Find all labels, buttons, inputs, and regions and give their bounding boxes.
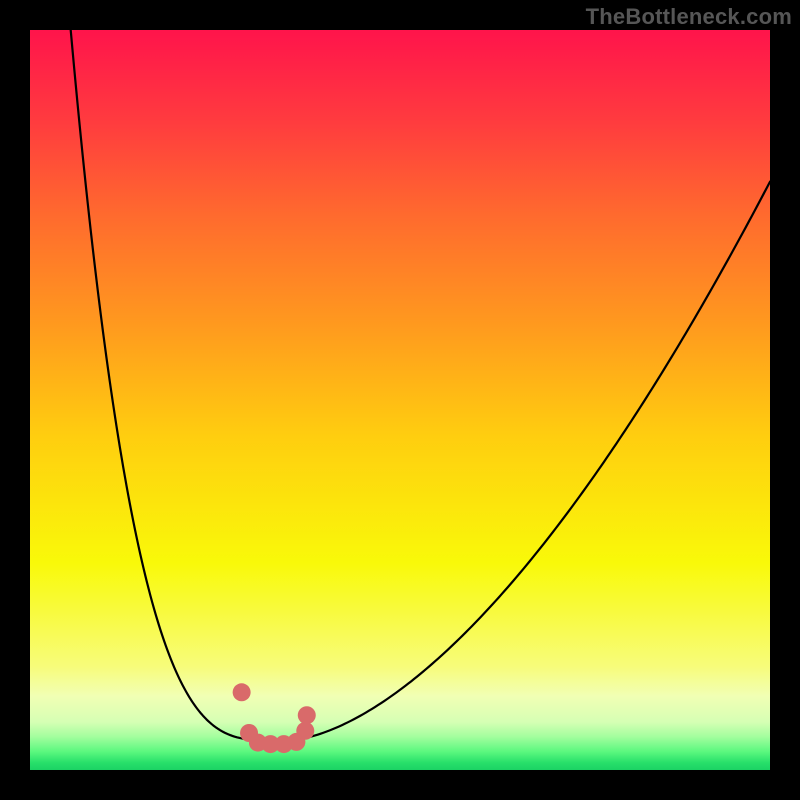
chart-frame: TheBottleneck.com: [0, 0, 800, 800]
curve-marker: [296, 722, 314, 740]
plot-area: [30, 30, 770, 770]
curve-marker: [233, 683, 251, 701]
watermark-text: TheBottleneck.com: [586, 4, 792, 30]
curve-marker: [298, 706, 316, 724]
bottleneck-chart: [30, 30, 770, 770]
gradient-background: [30, 30, 770, 770]
